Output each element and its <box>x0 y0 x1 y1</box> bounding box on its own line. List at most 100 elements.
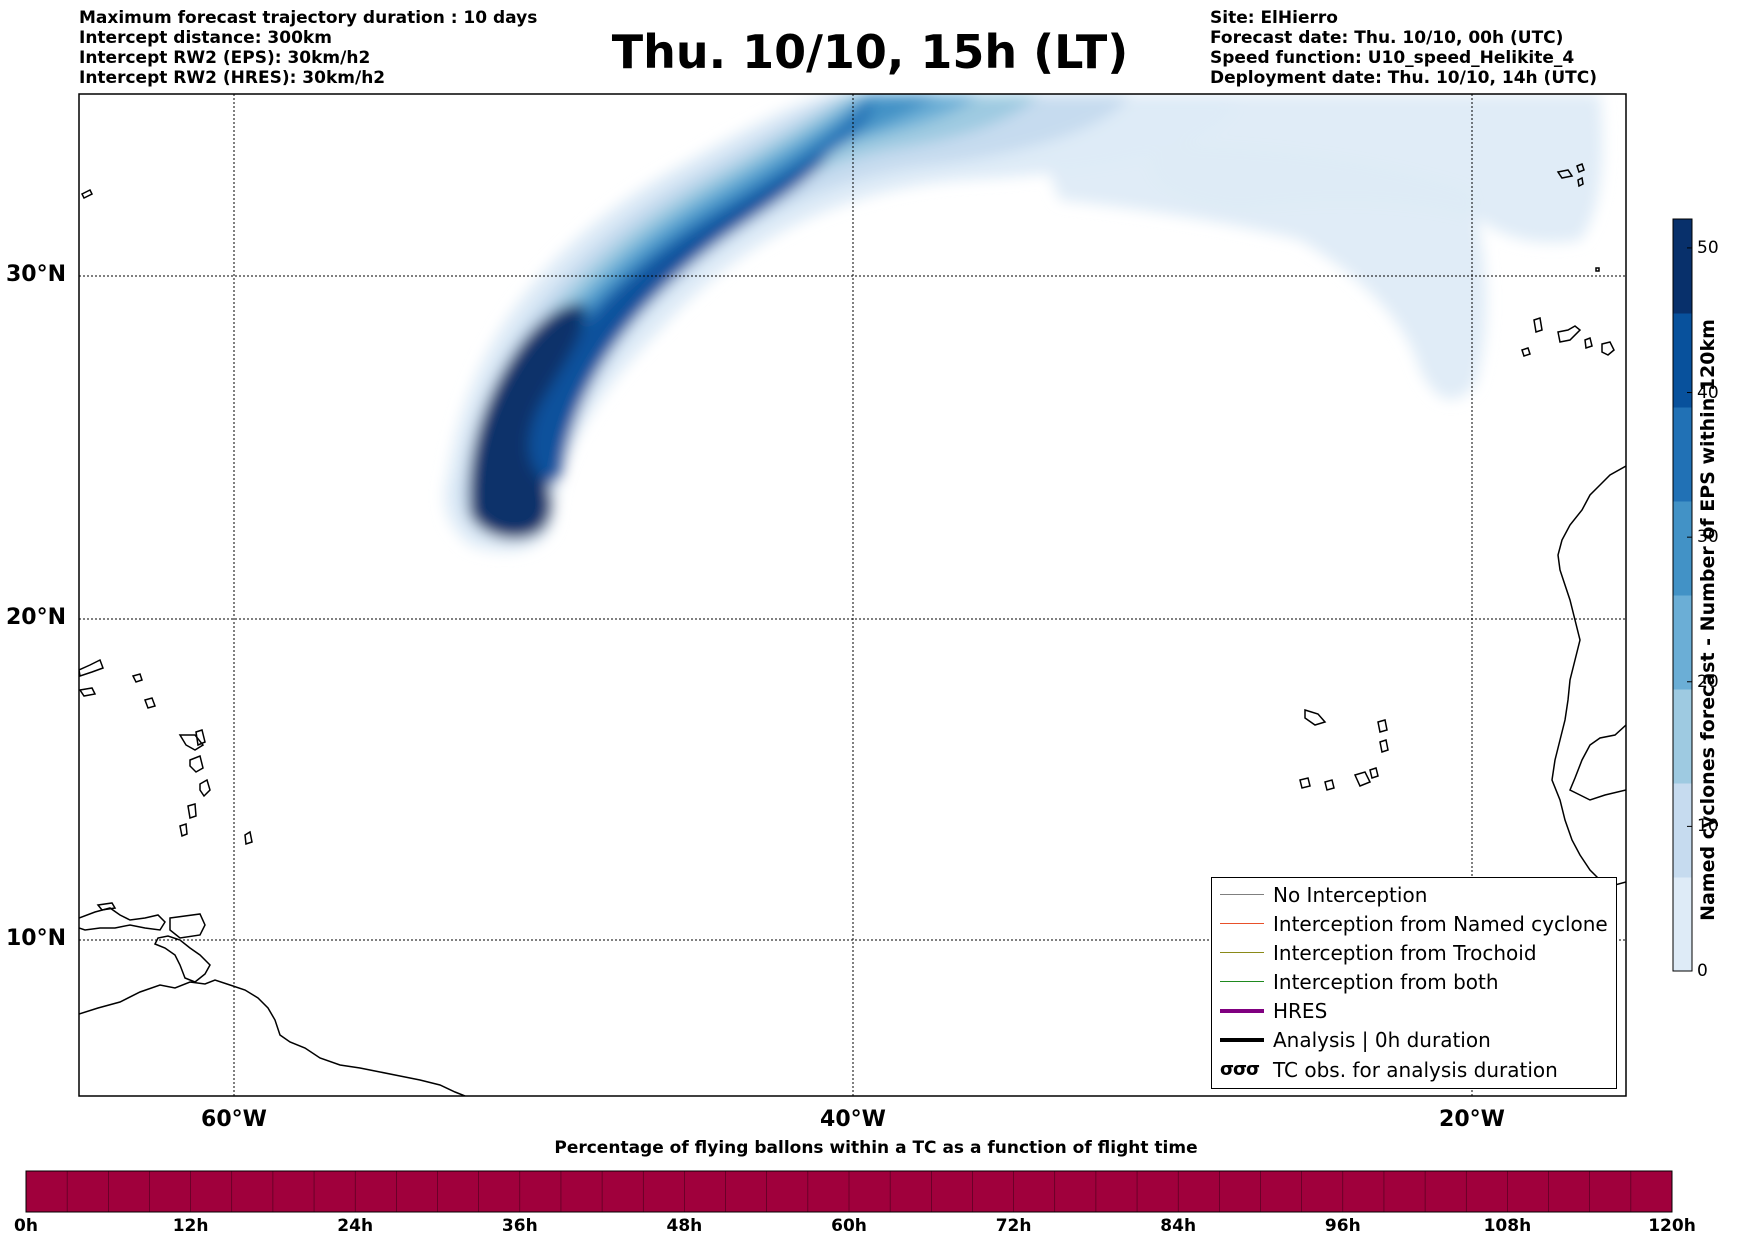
legend-label: Analysis | 0h duration <box>1273 1028 1491 1052</box>
coast-west-africa <box>1551 465 1626 886</box>
time-bar-tick-label: 24h <box>337 1216 374 1236</box>
island-antigua <box>178 734 205 751</box>
colorbar-tick-label: 40 <box>1697 382 1719 403</box>
cyclone-density-plume <box>444 94 1603 552</box>
colorbar-tick-label: 50 <box>1697 237 1719 258</box>
colorbar-tick-label: 10 <box>1697 816 1719 837</box>
island-leewards <box>79 687 97 697</box>
time-bar-tick-label: 84h <box>1160 1216 1197 1236</box>
island-canary-1 <box>1533 317 1543 333</box>
colorbar-band <box>1673 407 1692 502</box>
forecast-date-text: Forecast date: Thu. 10/10, 00h (UTC) <box>1210 28 1564 48</box>
legend-item-trochoid: Interception from Trochoid <box>1212 939 1616 967</box>
island-stvincent <box>179 822 188 838</box>
legend-label: HRES <box>1273 999 1328 1023</box>
island-cape-verde-4 <box>1353 771 1372 787</box>
intercept-rw2-eps-text: Intercept RW2 (EPS): 30km/h2 <box>79 48 371 68</box>
legend-swatch <box>1220 952 1264 953</box>
lon-label-20w: 20°W <box>1439 1107 1505 1132</box>
island-canary-4 <box>1584 336 1593 350</box>
legend-label: TC obs. for analysis duration <box>1273 1058 1558 1082</box>
island-madeira <box>1556 169 1574 179</box>
time-bar-tick-label: 48h <box>666 1216 703 1236</box>
colorbar-band <box>1673 313 1692 408</box>
time-bar-tick-label: 0h <box>14 1216 38 1236</box>
island-madeira-2 <box>1576 163 1585 173</box>
island-cape-verde-7 <box>1369 767 1379 779</box>
intercept-distance-text: Intercept distance: 300km <box>79 28 332 48</box>
map-legend: No Interception Interception from Named … <box>1211 877 1617 1089</box>
colorbar-frame <box>1672 218 1693 972</box>
legend-swatch <box>1220 894 1264 895</box>
legend-item-analysis: Analysis | 0h duration <box>1212 1026 1616 1054</box>
colorbar-band <box>1673 877 1692 972</box>
coastlines <box>79 163 1626 1096</box>
legend-label: Interception from Named cyclone <box>1273 912 1608 936</box>
colorbar-band <box>1673 595 1692 690</box>
lat-label-10n: 10°N <box>5 926 66 951</box>
tc-symbol-icon: σσσ <box>1220 1059 1260 1080</box>
colorbar-tick-label: 0 <box>1697 961 1708 981</box>
legend-item-both: Interception from both <box>1212 968 1616 996</box>
colorbar-band <box>1673 219 1692 314</box>
colorbar-tick-label: 30 <box>1697 527 1719 548</box>
plume-core <box>469 303 586 539</box>
legend-item-named-cyclone: Interception from Named cyclone <box>1212 910 1616 938</box>
island-trinidad <box>169 913 206 939</box>
island-canary-3 <box>1601 341 1615 356</box>
island-puerto-rico <box>79 658 104 677</box>
time-bar-title: Percentage of flying ballons within a TC… <box>554 1138 1198 1158</box>
legend-swatch <box>1220 1038 1264 1042</box>
plume-east-lobe <box>1150 94 1603 243</box>
lon-label-40w: 40°W <box>820 1107 886 1132</box>
island-canary-5 <box>1521 347 1531 357</box>
time-bar-tick-label: 36h <box>501 1216 538 1236</box>
coast-south-america <box>79 979 466 1096</box>
colorbar-tick-label: 20 <box>1697 671 1719 692</box>
legend-label: Interception from both <box>1273 970 1499 994</box>
island-canary-2 <box>1557 325 1582 343</box>
island-madeira-3 <box>1577 176 1584 188</box>
max-duration-text: Maximum forecast trajectory duration : 1… <box>79 8 538 28</box>
right-info-block: Site: ElHierro Forecast date: Thu. 10/10… <box>1210 8 1597 88</box>
time-bar-tick-label: 108h <box>1483 1216 1532 1236</box>
island-cape-verde-2 <box>1377 719 1388 733</box>
island-dominica <box>195 729 206 747</box>
legend-swatch <box>1220 923 1264 924</box>
island-cape-verde-3 <box>1379 739 1389 753</box>
island-small-nw <box>80 188 94 200</box>
colorbar-band <box>1673 689 1692 784</box>
legend-swatch <box>1220 1009 1264 1013</box>
lat-label-30n: 30°N <box>5 262 66 287</box>
speed-function-text: Speed function: U10_speed_Helikite_4 <box>1210 48 1575 68</box>
colorbar-band <box>1673 783 1692 878</box>
time-bar-tick-label: 72h <box>995 1216 1032 1236</box>
site-text: Site: ElHierro <box>1210 8 1338 28</box>
lon-label-60w: 60°W <box>201 1107 267 1132</box>
island-curacao-1 <box>96 902 117 911</box>
island-small-e <box>1595 267 1600 272</box>
legend-label: Interception from Trochoid <box>1273 941 1537 965</box>
colorbar <box>1672 218 1693 972</box>
time-bar-tick-label: 96h <box>1324 1216 1361 1236</box>
time-bar-tick-label: 60h <box>831 1216 867 1236</box>
legend-item-hres: HRES <box>1212 997 1616 1025</box>
colorbar-title: Named cyclones forecast - Number of EPS … <box>1697 319 1728 921</box>
island-cape-verde-6 <box>1299 777 1311 789</box>
island-cape-verde-1 <box>1304 708 1327 726</box>
flight-time-bar <box>25 1170 1673 1213</box>
coast-caribbean-1 <box>79 907 166 931</box>
island-vi-1 <box>131 673 143 683</box>
island-vi-2 <box>144 697 156 709</box>
island-guadeloupe <box>189 754 204 773</box>
time-bar-tick-label: 120h <box>1648 1216 1696 1236</box>
legend-item-no-interception: No Interception <box>1212 881 1616 909</box>
coast-guinea <box>1569 724 1626 801</box>
island-cape-verde-5 <box>1324 779 1335 791</box>
plume-outer-band <box>1040 145 1487 400</box>
lat-label-20n: 20°N <box>5 605 66 630</box>
plume-layer-7 <box>503 150 830 492</box>
deployment-date-text: Deployment date: Thu. 10/10, 14h (UTC) <box>1210 68 1597 88</box>
page-title: Thu. 10/10, 15h (LT) <box>611 25 1129 79</box>
